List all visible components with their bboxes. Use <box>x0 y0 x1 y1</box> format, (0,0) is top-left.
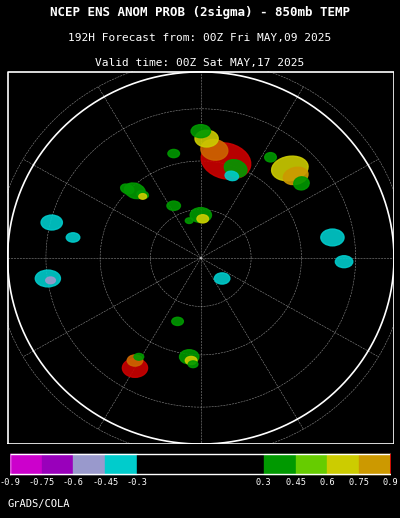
Bar <box>296 454 327 473</box>
Ellipse shape <box>335 256 353 268</box>
Ellipse shape <box>214 273 230 284</box>
Ellipse shape <box>190 208 212 223</box>
Ellipse shape <box>188 361 198 368</box>
Text: 0.6: 0.6 <box>320 478 335 486</box>
Ellipse shape <box>201 143 251 179</box>
Ellipse shape <box>125 183 145 199</box>
Text: 0.3: 0.3 <box>256 478 272 486</box>
Ellipse shape <box>195 130 218 147</box>
Text: -0.9: -0.9 <box>0 478 20 486</box>
Text: -0.6: -0.6 <box>63 478 84 486</box>
Ellipse shape <box>122 358 148 377</box>
Ellipse shape <box>139 194 146 199</box>
Ellipse shape <box>127 355 143 366</box>
Ellipse shape <box>172 317 183 325</box>
Ellipse shape <box>134 353 144 360</box>
Bar <box>264 454 296 473</box>
Ellipse shape <box>137 191 148 198</box>
Bar <box>10 454 42 473</box>
Bar <box>42 454 74 473</box>
Ellipse shape <box>35 270 60 287</box>
Text: GrADS/COLA: GrADS/COLA <box>7 499 70 509</box>
Ellipse shape <box>185 356 197 365</box>
Bar <box>105 454 137 473</box>
Bar <box>137 454 264 473</box>
Text: 0.45: 0.45 <box>285 478 306 486</box>
Polygon shape <box>391 454 397 473</box>
Text: -0.45: -0.45 <box>92 478 118 486</box>
Ellipse shape <box>168 149 180 157</box>
Ellipse shape <box>66 233 80 242</box>
Text: 192H Forecast from: 00Z Fri MAY,09 2025: 192H Forecast from: 00Z Fri MAY,09 2025 <box>68 34 332 44</box>
Ellipse shape <box>191 125 210 138</box>
Ellipse shape <box>321 229 344 246</box>
Ellipse shape <box>201 139 228 160</box>
Ellipse shape <box>224 160 247 177</box>
Ellipse shape <box>197 214 208 223</box>
Ellipse shape <box>185 218 193 223</box>
Ellipse shape <box>41 215 62 230</box>
Ellipse shape <box>167 201 180 210</box>
Text: 0.75: 0.75 <box>348 478 370 486</box>
Text: Valid time: 00Z Sat MAY,17 2025: Valid time: 00Z Sat MAY,17 2025 <box>95 58 305 68</box>
Text: -0.3: -0.3 <box>126 478 148 486</box>
Text: NCEP ENS ANOM PROB (2sigma) - 850mb TEMP: NCEP ENS ANOM PROB (2sigma) - 850mb TEMP <box>50 6 350 19</box>
Ellipse shape <box>225 171 238 181</box>
Ellipse shape <box>46 277 56 284</box>
Ellipse shape <box>121 184 134 194</box>
Text: -0.75: -0.75 <box>29 478 55 486</box>
Polygon shape <box>4 454 10 473</box>
Ellipse shape <box>294 177 309 190</box>
Bar <box>74 454 105 473</box>
Text: 0.9: 0.9 <box>383 478 399 486</box>
Ellipse shape <box>283 167 308 184</box>
Ellipse shape <box>180 350 199 364</box>
Ellipse shape <box>272 156 308 181</box>
Ellipse shape <box>265 153 276 162</box>
Bar <box>327 454 359 473</box>
Bar <box>359 454 391 473</box>
